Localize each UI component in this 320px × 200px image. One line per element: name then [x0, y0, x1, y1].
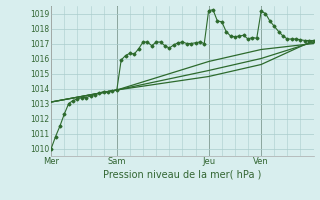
- X-axis label: Pression niveau de la mer( hPa ): Pression niveau de la mer( hPa ): [103, 169, 261, 179]
